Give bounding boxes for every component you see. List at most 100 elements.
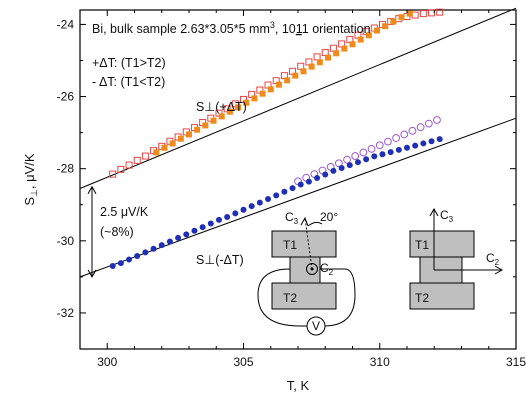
data-point [408, 126, 417, 135]
y-tick-label: -32 [57, 306, 75, 320]
data-point [125, 161, 133, 169]
chart-title-end: 1 orientation [302, 22, 371, 36]
data-point [343, 155, 351, 164]
data-point [226, 108, 233, 115]
series-filled-circle [109, 136, 443, 270]
data-point [305, 178, 312, 185]
data-point [142, 249, 149, 256]
chart-title-rest: , 10 [275, 22, 296, 36]
chart-title-underlined: 1 [296, 22, 303, 36]
axis-ticks: 300 305 310 315 -24 -26 -28 -30 -32 T, K S⊥, μV/K [22, 10, 526, 393]
annotations: Bi, bulk sample 2.63*3.05*5 mm3, 1011 or… [87, 20, 371, 278]
data-point [267, 86, 274, 93]
right-c3-arrow [429, 207, 439, 217]
data-point [194, 126, 201, 133]
data-point [334, 159, 343, 168]
data-point [117, 260, 124, 267]
data-point [374, 27, 381, 34]
upper-series-label: S⊥(+ΔT) [196, 100, 247, 114]
data-point [202, 122, 209, 129]
y-axis-title-unit: , μV/K [22, 153, 37, 189]
left-t2-block [271, 282, 337, 310]
x-tick-label: 300 [97, 355, 117, 369]
data-point [248, 203, 255, 210]
right-c2-label: C2 [486, 251, 500, 267]
left-c3-main: C [285, 210, 294, 224]
data-point [117, 165, 125, 173]
right-t2-label: T2 [415, 291, 429, 305]
data-point [235, 104, 242, 111]
data-point [232, 210, 239, 217]
left-c2-marker [306, 263, 318, 275]
data-point [158, 242, 165, 249]
data-point [330, 167, 337, 174]
left-c2-label: C2 [320, 261, 334, 277]
y-tick-label: -28 [57, 162, 75, 176]
chart-title-main: Bi, bulk sample 2.63*3.05*5 mm [92, 22, 270, 36]
data-point [404, 144, 410, 151]
right-c2-main: C [486, 251, 495, 265]
gap-arrow-head-top [87, 185, 97, 194]
gap-arrow-head-bottom [87, 269, 97, 278]
gap-label-value: 2.5 μV/K [100, 205, 149, 219]
series-open-circle [294, 116, 441, 186]
data-point [281, 188, 288, 195]
data-point [134, 252, 141, 259]
data-point [126, 256, 133, 263]
left-angle-label: 20° [320, 210, 338, 224]
data-point [379, 151, 386, 158]
voltmeter-wire-left [257, 268, 308, 327]
data-point [133, 156, 141, 164]
y-axis-title-sub: ⊥ [29, 189, 39, 197]
lower-series-label: S⊥(-ΔT) [196, 253, 244, 267]
data-point [424, 119, 433, 128]
left-t1-label: T1 [283, 238, 297, 252]
x-tick-label: 315 [506, 355, 526, 369]
left-c3-sub: 3 [294, 217, 299, 226]
data-point [384, 137, 392, 146]
data-point [436, 136, 443, 143]
data-point [333, 50, 340, 57]
data-point [141, 152, 149, 160]
data-point [308, 63, 315, 70]
data-point [419, 10, 427, 18]
data-point [314, 175, 321, 182]
data-point [292, 72, 299, 79]
right-c3-main: C [440, 208, 449, 222]
x-tick-label: 305 [233, 355, 253, 369]
data-point [297, 181, 304, 188]
left-t1-block [271, 230, 337, 258]
right-c2-sub: 2 [495, 258, 500, 267]
right-c2-arrow [494, 265, 504, 275]
data-point [400, 130, 409, 139]
right-t2-block [409, 282, 475, 310]
chart-title-sup: 3 [270, 20, 275, 30]
data-point [346, 162, 353, 169]
data-point [351, 152, 360, 160]
legend-line-minus: - ΔT: (T1<T2) [92, 75, 165, 89]
data-point [243, 99, 250, 106]
data-point [109, 170, 117, 178]
data-point [359, 148, 368, 157]
right-c3-sub: 3 [449, 215, 454, 224]
left-c2-sub: 2 [329, 268, 334, 277]
data-point [416, 123, 425, 132]
data-point [210, 117, 217, 124]
data-point [411, 11, 419, 19]
data-point [313, 53, 321, 61]
data-point [316, 59, 323, 66]
data-point [349, 41, 356, 48]
data-point [392, 134, 401, 142]
data-point [390, 18, 397, 25]
data-point [150, 245, 157, 252]
data-point [259, 90, 266, 97]
data-point [183, 231, 190, 238]
legend-line-plus: +ΔT: (T1>T2) [92, 56, 166, 70]
left-c3-axis [304, 217, 313, 270]
left-c3-label: C3 [285, 210, 299, 226]
data-point [166, 238, 173, 245]
data-point [324, 54, 331, 61]
data-point [186, 131, 192, 138]
left-c3-arrow [300, 216, 309, 227]
